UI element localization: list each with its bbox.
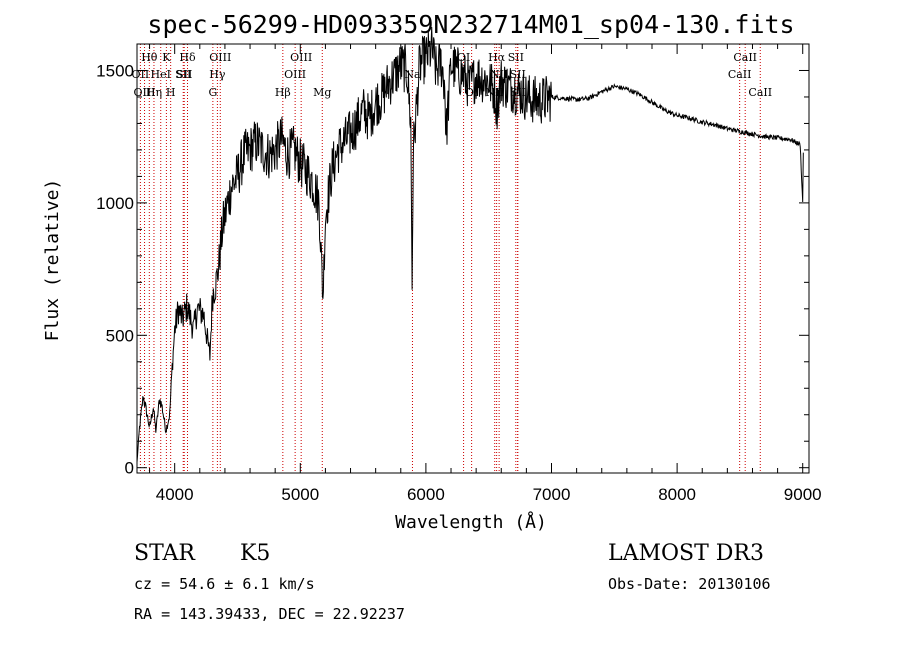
coordinates: RA = 143.39433, DEC = 22.92237 xyxy=(134,605,405,623)
y-tick-label: 1000 xyxy=(96,194,134,213)
survey-name: LAMOST DR3 xyxy=(608,541,764,566)
marker-label: Hγ xyxy=(209,68,226,81)
marker-label: Hθ xyxy=(141,51,158,64)
y-tick-label: 1500 xyxy=(96,61,134,80)
chart-title: spec-56299-HD093359N232714M01_sp04-130.f… xyxy=(147,10,794,39)
y-tick-label: 0 xyxy=(125,459,134,478)
marker-label: OI xyxy=(457,51,470,64)
x-tick-label: 5000 xyxy=(281,485,319,504)
x-axis-label: Wavelength (Å) xyxy=(395,511,547,533)
marker-label: Hα xyxy=(488,51,506,64)
marker-label: OIII xyxy=(134,86,156,99)
marker-label: G xyxy=(208,86,217,99)
y-axis-label: Flux (relative) xyxy=(42,179,63,342)
x-tick-label: 7000 xyxy=(533,485,571,504)
x-tick-label: 8000 xyxy=(658,485,696,504)
object-class: STAR xyxy=(134,541,196,566)
marker-label: OIII xyxy=(209,51,231,64)
marker-label: SII xyxy=(508,51,524,64)
x-tick-label: 4000 xyxy=(156,485,194,504)
marker-label: HeI xyxy=(151,68,171,81)
x-axis: 4000 5000 6000 7000 8000 9000 xyxy=(149,44,822,504)
marker-label: CaII xyxy=(733,51,757,64)
spectrum-line xyxy=(136,26,804,463)
marker-label: OIII xyxy=(284,68,306,81)
marker-label: CaII xyxy=(748,86,772,99)
marker-label: Hβ xyxy=(275,86,291,99)
object-subclass: K5 xyxy=(240,541,270,566)
y-tick-label: 500 xyxy=(106,326,134,345)
obs-date: Obs-Date: 20130106 xyxy=(608,575,771,593)
marker-label: H xyxy=(166,86,176,99)
marker-label: OIII xyxy=(290,51,312,64)
x-tick-label: 6000 xyxy=(407,485,445,504)
marker-label: K xyxy=(162,51,171,64)
marker-label: Hη xyxy=(146,86,162,99)
marker-label: Mg xyxy=(313,86,331,99)
marker-label: SII xyxy=(176,68,192,81)
marker-label: CaII xyxy=(728,68,752,81)
y-axis: 0 500 1000 1500 xyxy=(96,61,809,478)
x-tick-label: 9000 xyxy=(784,485,822,504)
plot-frame xyxy=(136,43,810,474)
marker-label: OII xyxy=(132,68,150,81)
redshift-text: cz = 54.6 ± 6.1 km/s xyxy=(134,575,315,593)
marker-label: Hδ xyxy=(179,51,196,64)
